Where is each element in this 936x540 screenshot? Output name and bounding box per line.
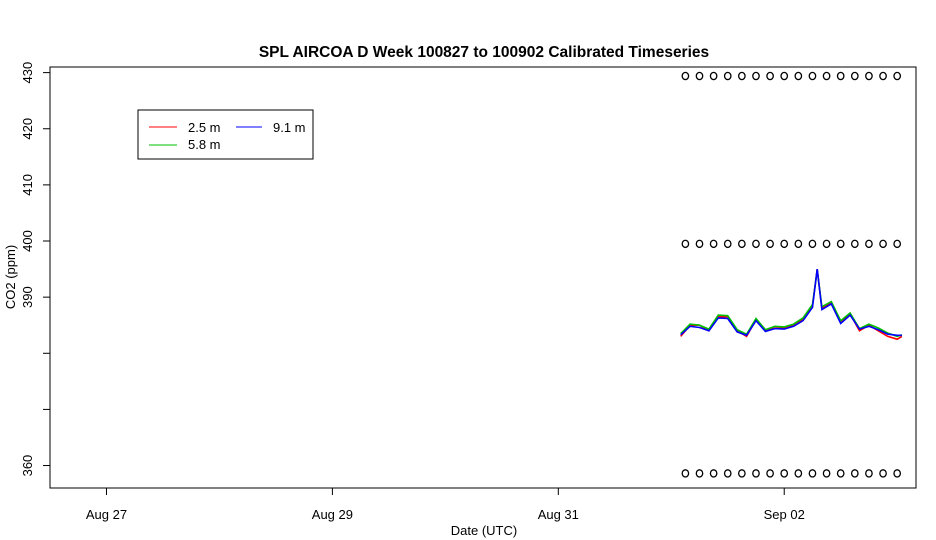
legend-label-2.5m: 2.5 m <box>188 120 221 135</box>
series-3-point-1 <box>695 71 704 81</box>
series-5-point-15 <box>893 469 902 478</box>
series-3-point-2 <box>709 71 718 81</box>
chart-title: SPL AIRCOA D Week 100827 to 100902 Calib… <box>259 44 709 61</box>
series-4-point-9 <box>808 239 817 249</box>
series-layer <box>680 71 903 478</box>
series-3-point-10 <box>822 71 831 81</box>
series-5-point-9 <box>808 469 817 478</box>
series-3-point-9 <box>808 71 817 81</box>
y-tick-label-5: 430 <box>20 62 35 84</box>
y-tick-label-2: 400 <box>20 230 35 252</box>
legend: 2.5 m 5.8 m 9.1 m <box>137 109 314 160</box>
series-4-point-12 <box>850 239 859 249</box>
series-3-point-12 <box>850 71 859 81</box>
x-tick-label-2: Aug 31 <box>538 507 579 522</box>
series-5-point-5 <box>752 469 760 478</box>
series-5-point-10 <box>822 469 831 478</box>
y-axis-title: CO2 (ppm) <box>3 245 18 309</box>
y-tick-label-4: 420 <box>20 118 35 140</box>
series-5-point-0 <box>681 469 690 478</box>
series-line-2 <box>680 269 902 337</box>
series-4-point-14 <box>879 239 887 249</box>
series-3-point-5 <box>752 71 760 81</box>
series-5-point-11 <box>836 469 845 478</box>
x-tick-label-3: Sep 02 <box>764 507 805 522</box>
series-3-point-0 <box>681 71 690 81</box>
series-4-point-11 <box>836 239 845 249</box>
series-4-point-15 <box>893 239 902 249</box>
series-3-point-8 <box>794 71 803 81</box>
series-4-point-7 <box>780 239 789 249</box>
y-tick-label-3: 410 <box>20 174 35 196</box>
series-3-point-4 <box>738 71 746 81</box>
series-3-point-11 <box>836 71 845 81</box>
series-3-point-13 <box>865 71 873 81</box>
legend-label-9.1m: 9.1 m <box>273 120 306 135</box>
series-5-point-13 <box>865 469 873 478</box>
series-4-point-4 <box>738 239 746 249</box>
series-4-point-13 <box>865 239 873 249</box>
series-4-point-3 <box>723 239 732 249</box>
series-4-point-8 <box>794 239 803 249</box>
series-3-point-15 <box>893 71 902 81</box>
x-tick-label-0: Aug 27 <box>86 507 127 522</box>
series-3-point-3 <box>723 71 732 81</box>
series-line-1 <box>680 270 903 338</box>
series-3-point-6 <box>766 71 774 81</box>
legend-box <box>137 109 314 160</box>
series-4-point-10 <box>822 239 831 249</box>
series-4-point-5 <box>752 239 760 249</box>
x-tick-label-1: Aug 29 <box>312 507 353 522</box>
series-5-point-3 <box>723 469 732 478</box>
series-5-point-7 <box>780 469 789 478</box>
legend-label-5.8m: 5.8 m <box>188 137 221 152</box>
series-4-point-2 <box>709 239 718 249</box>
series-5-point-4 <box>738 469 746 478</box>
plot-frame <box>49 66 917 489</box>
y-tick-label-0: 360 <box>20 455 35 477</box>
series-5-point-8 <box>794 469 803 478</box>
series-5-point-12 <box>850 469 859 478</box>
series-4-point-6 <box>766 239 774 249</box>
x-axis: Aug 27 Aug 29 Aug 31 Sep 02 <box>86 488 805 522</box>
series-5-point-14 <box>879 469 887 478</box>
x-axis-title: Date (UTC) <box>451 523 517 538</box>
series-5-point-2 <box>709 469 718 478</box>
series-5-point-1 <box>695 469 704 478</box>
y-tick-label-1: 390 <box>20 286 35 308</box>
series-5-point-6 <box>766 469 774 478</box>
y-axis: 360 390 400 410 420 430 <box>20 62 50 477</box>
series-3-point-14 <box>879 71 887 81</box>
series-4-point-1 <box>695 239 704 249</box>
series-line-0 <box>680 268 903 341</box>
series-3-point-7 <box>780 71 789 81</box>
series-4-point-0 <box>681 239 690 249</box>
